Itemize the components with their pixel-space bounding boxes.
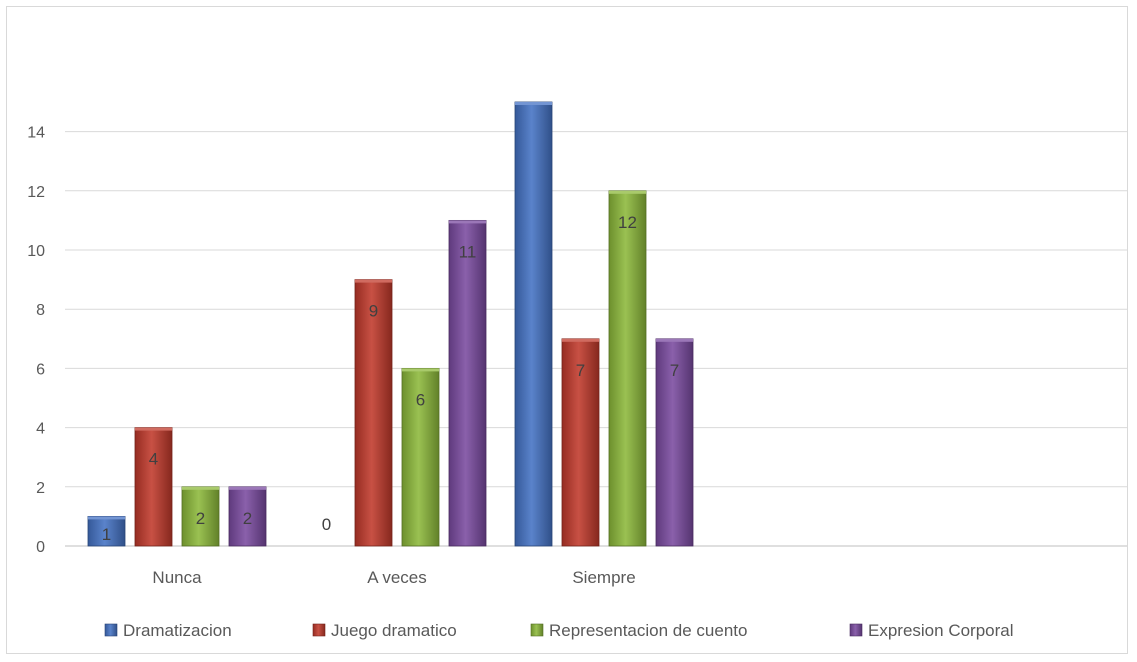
bar-top-face	[402, 368, 439, 372]
legend-label: Dramatizacion	[123, 621, 232, 640]
y-tick-label: 10	[27, 243, 45, 260]
bar-juego-dramatico-nunca	[134, 427, 173, 547]
data-label: 4	[149, 450, 158, 469]
legend-label: Juego dramatico	[331, 621, 457, 640]
bar-top-face	[515, 102, 552, 105]
bar-top-face	[229, 486, 266, 490]
data-label: 12	[618, 213, 637, 232]
y-tick-label: 4	[36, 421, 45, 438]
x-category-label: A veces	[367, 568, 427, 587]
y-tick-label: 6	[36, 361, 45, 378]
y-tick-label: 12	[27, 184, 45, 201]
y-tick-label: 2	[36, 480, 45, 497]
data-label: 0	[322, 515, 331, 534]
data-label: 7	[576, 361, 585, 380]
x-category-label: Siempre	[572, 568, 635, 587]
legend-item: Expresion Corporal	[849, 621, 1014, 640]
bar-top-face	[656, 338, 693, 342]
bar-expresion-corporal-siempre	[655, 338, 694, 547]
y-tick-label: 0	[36, 539, 45, 556]
legend-swatch	[104, 623, 118, 637]
y-tick-label: 14	[27, 125, 45, 142]
legend-label: Representacion de cuento	[549, 621, 747, 640]
bar-top-face	[562, 338, 599, 342]
data-label: 7	[670, 361, 679, 380]
data-label: 1	[102, 525, 111, 544]
data-label: 11	[459, 242, 477, 261]
legend-swatch	[849, 623, 863, 637]
legend-item: Dramatizacion	[104, 621, 232, 640]
bar-top-face	[609, 190, 646, 194]
legend-item: Representacion de cuento	[530, 621, 747, 640]
bar-top-face	[135, 427, 172, 431]
bar-expresion-corporal-a-veces	[448, 219, 487, 547]
legend-swatch	[312, 623, 326, 637]
legend-item: Juego dramatico	[312, 621, 457, 640]
bar-top-face	[355, 279, 392, 283]
bar-expresion-corporal-nunca	[228, 486, 267, 547]
x-category-label: Nunca	[152, 568, 202, 587]
bar-dramatizacion-siempre	[514, 101, 553, 547]
bar-top-face	[182, 486, 219, 490]
data-label: 6	[416, 390, 425, 409]
legend-label: Expresion Corporal	[868, 621, 1014, 640]
data-label: 9	[369, 302, 378, 321]
data-label: 2	[196, 509, 205, 528]
bar-top-face	[88, 516, 125, 520]
bar-juego-dramatico-a-veces	[354, 279, 393, 547]
bar-representacion-de-cuento-nunca	[181, 486, 220, 547]
bar-dramatizacion-nunca	[87, 516, 126, 547]
bar-top-face	[449, 220, 486, 224]
legend-swatch	[530, 623, 544, 637]
y-tick-label: 8	[36, 302, 45, 319]
data-label: 2	[243, 509, 252, 528]
bar-representacion-de-cuento-siempre	[608, 190, 647, 547]
